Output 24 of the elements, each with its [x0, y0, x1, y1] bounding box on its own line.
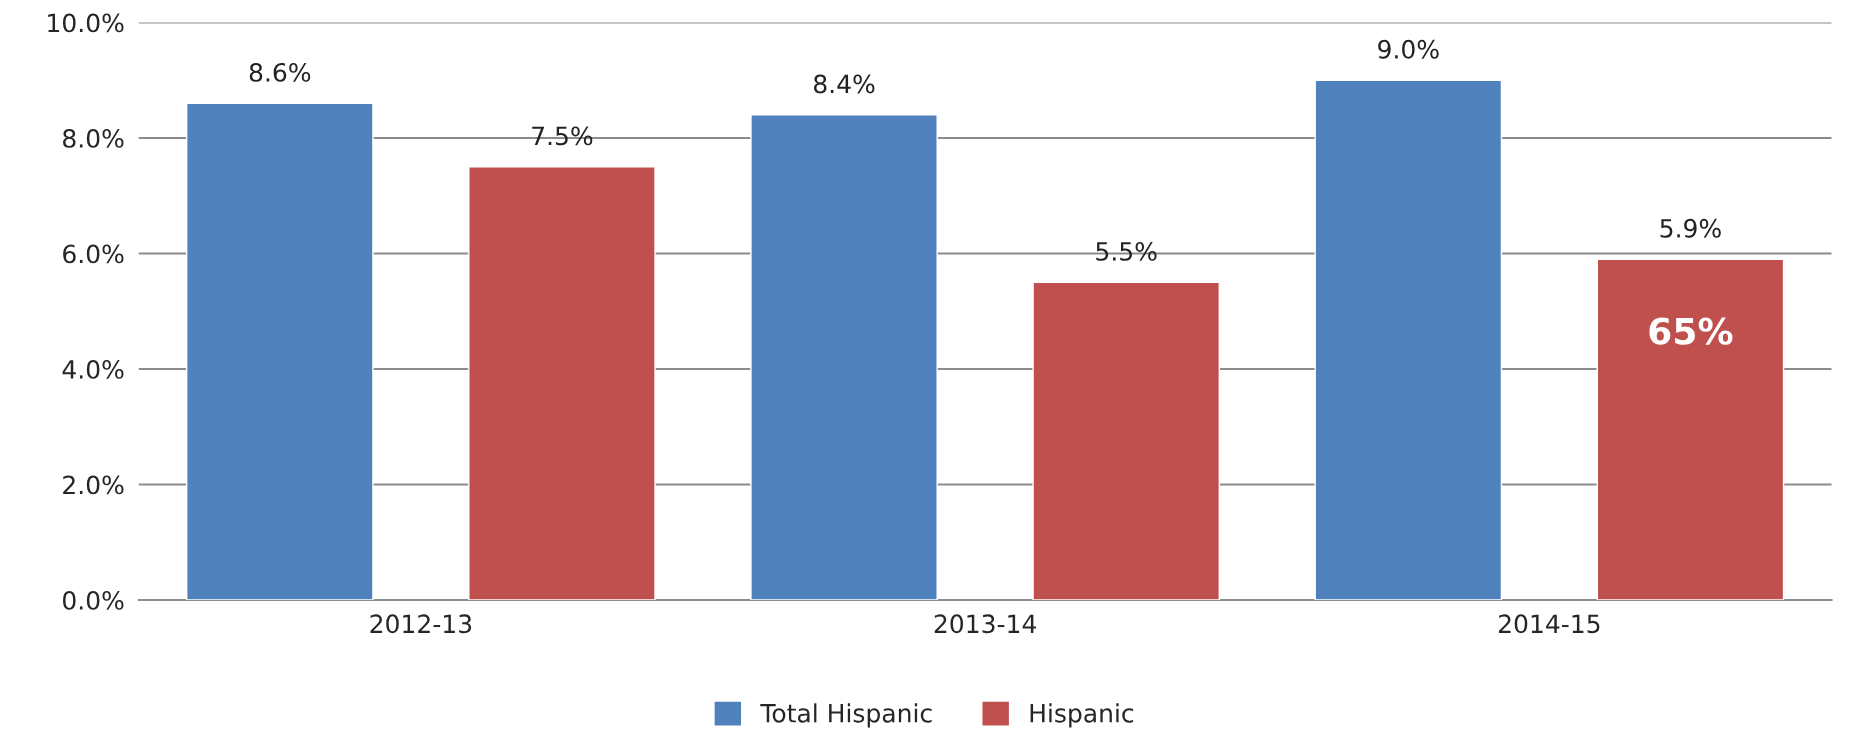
y-tick-label: 8.0%: [63, 128, 124, 148]
y-tick-label: 6.0%: [63, 244, 124, 264]
data-label: 7.5%: [532, 126, 593, 146]
bar: [1032, 281, 1220, 600]
legend-label: Total Hispanic: [760, 703, 932, 728]
y-tick-label: 2.0%: [63, 475, 124, 495]
y-tick-label: 10.0%: [48, 13, 124, 33]
data-label: 5.9%: [1660, 218, 1721, 238]
legend-label: Hispanic: [1030, 703, 1134, 728]
bar: [1314, 79, 1503, 600]
x-tick-label: 2014-15: [1498, 614, 1600, 634]
data-label: 5.5%: [1096, 241, 1157, 261]
y-tick-label: 0.0%: [63, 590, 124, 610]
bar: [1596, 258, 1785, 600]
x-tick-label: 2013-14: [934, 614, 1036, 634]
data-label: 9.0%: [1378, 39, 1439, 59]
bar: [186, 102, 374, 600]
bar: [468, 166, 656, 600]
annotation: 65%: [1649, 317, 1733, 345]
x-tick-label: 2012-13: [370, 614, 472, 634]
bar: [750, 114, 938, 600]
data-label: 8.4%: [814, 74, 875, 94]
data-label: 8.6%: [249, 62, 311, 82]
y-tick-label: 4.0%: [62, 359, 124, 379]
